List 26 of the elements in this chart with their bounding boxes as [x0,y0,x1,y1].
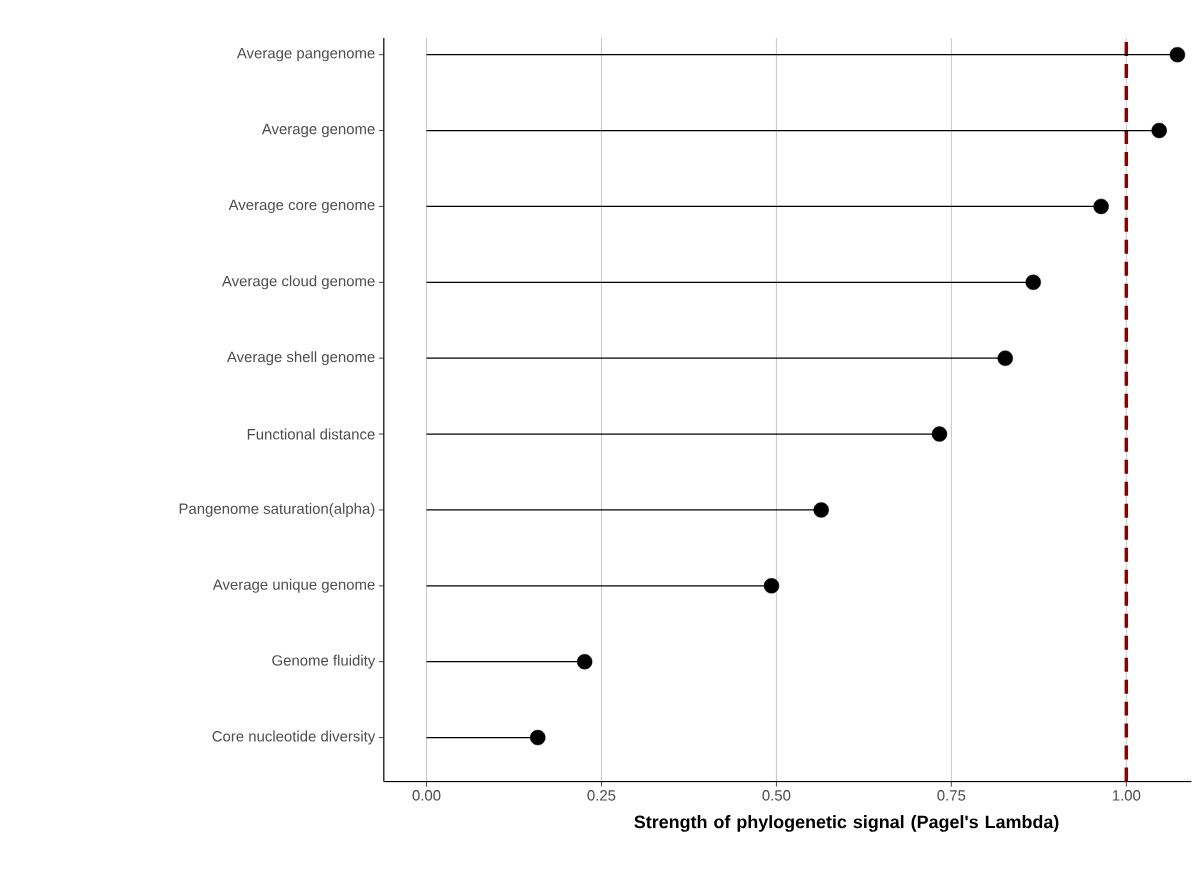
x-tick-label: 0.25 [587,790,616,801]
y-tick-label: Core nucleotide diversity [212,730,376,745]
point [1151,123,1167,139]
point [576,654,593,670]
x-tick-label: 0.00 [412,790,441,801]
y-tick-label: Average pangenome [236,48,375,62]
point [763,578,780,594]
y-tick-label: Average unique genome [212,579,375,594]
point [931,426,948,442]
y-tick-label: Average cloud genome [221,275,375,290]
y-tick-label: Genome fluidity [272,654,376,669]
y-tick-label: Functional distance [247,428,375,440]
y-tick-label: Pangenome saturation(alpha) [179,503,375,518]
point [997,350,1013,367]
point [813,502,829,518]
point [1025,274,1041,291]
y-tick-label: Average shell genome [226,351,375,366]
y-tick-label: Average core genome [228,199,375,214]
x-tick-label: 1.00 [1112,790,1141,801]
point [1169,47,1186,63]
y-tick-label: Average genome [261,124,375,138]
x-axis-title: Strength of phylogenetic signal (Pagel's Lambda) [634,815,1059,833]
x-tick-label: 0.75 [937,790,966,801]
point [1093,198,1109,215]
point [530,730,546,746]
x-tick-label: 0.50 [762,790,791,801]
